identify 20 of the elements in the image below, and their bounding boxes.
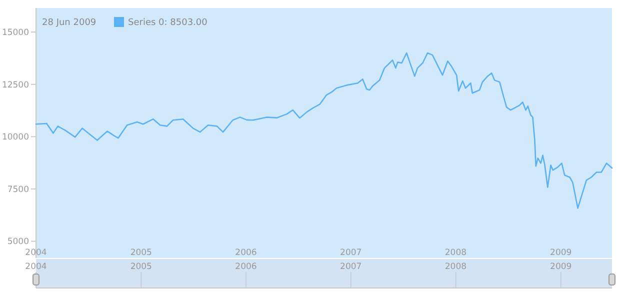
x-tick-label: 2006 [235,248,257,258]
x2-tick-label: 2005 [130,262,152,272]
legend-label: Series 0: 8503.00 [128,18,208,28]
y-tick-label: 12500 [2,80,29,90]
x-tick-label: 2004 [25,248,47,258]
x2-tick-label: 2004 [25,262,47,272]
x-tick-label: 2005 [130,248,152,258]
x2-tick-label: 2008 [444,262,467,272]
y-tick-label: 5000 [7,237,29,248]
y-tick-label: 7500 [7,184,29,195]
line-series [35,52,613,209]
x2-tick-label: 2009 [550,262,572,272]
annotation: 28 Jun 2009 [42,18,96,28]
y-tick-label: 10000 [2,132,29,143]
x2-tick-label: 2007 [340,262,362,272]
x-tick-label: 2009 [550,248,572,258]
x-tick-label: 2007 [340,248,362,258]
y-tick-label: 15000 [2,28,29,38]
x-tick-label: 2008 [444,248,467,258]
x2-tick-label: 2006 [235,262,257,272]
